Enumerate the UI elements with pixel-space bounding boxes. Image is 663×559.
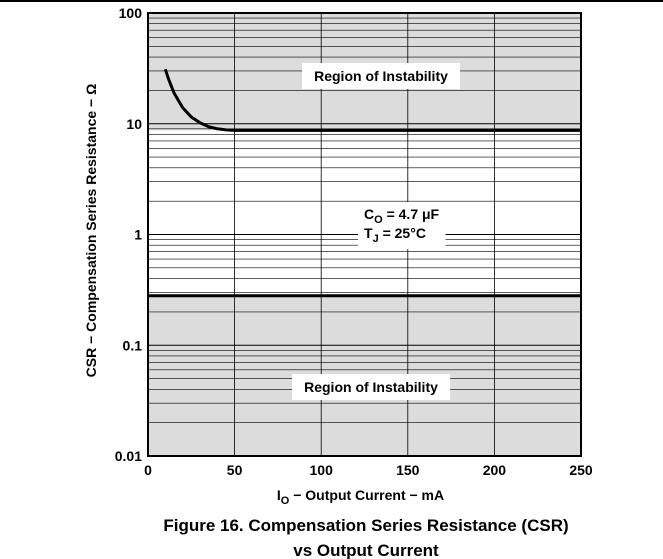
conditions-annotation: CO = 4.7 μF TJ = 25°C <box>358 202 446 249</box>
y-axis-title: CSR − Compensation Series Resistance − Ω <box>83 84 99 378</box>
region-label-upper-text: Region of Instability <box>314 68 448 84</box>
x-tick-label: 150 <box>396 462 420 478</box>
upper-stability-boundary <box>163 68 581 132</box>
x-tick-label: 50 <box>227 462 243 478</box>
x-tick-label: 200 <box>483 462 507 478</box>
region-label-lower: Region of Instability <box>292 374 451 400</box>
stability-boundaries <box>148 68 581 298</box>
plot-frame <box>147 12 582 457</box>
y-tick-label: 10 <box>126 116 142 132</box>
y-tick-label: 1 <box>134 227 142 243</box>
y-tick-label: 0.01 <box>115 448 142 464</box>
y-tick-label: 0.1 <box>123 337 143 353</box>
figure-caption-line1: Figure 16. Compensation Series Resistanc… <box>163 516 568 535</box>
instability-shading <box>148 13 581 456</box>
x-tick-label: 250 <box>569 462 593 478</box>
region-label-lower-text: Region of Instability <box>304 379 438 395</box>
x-tick-label: 100 <box>310 462 334 478</box>
x-tick-labels: 0 50 100 150 200 250 <box>144 462 593 478</box>
x-axis-title: IO − Output Current − mA <box>277 487 444 507</box>
figure-caption-line2: vs Output Current <box>293 541 439 559</box>
temperature-annotation: TJ = 25°C <box>364 225 426 245</box>
x-tick-label: 0 <box>144 462 152 478</box>
y-tick-label: 100 <box>119 5 143 21</box>
region-label-upper: Region of Instability <box>302 63 461 89</box>
top-rule <box>0 0 663 2</box>
y-tick-labels: 100 10 1 0.1 0.01 <box>115 5 142 464</box>
capacitance-annotation: CO = 4.7 μF <box>364 206 440 226</box>
